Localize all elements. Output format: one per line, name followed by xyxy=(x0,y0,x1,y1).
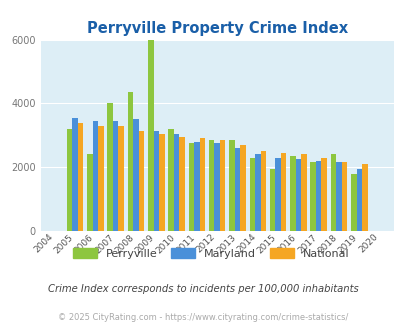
Bar xyxy=(139,130,144,231)
Bar xyxy=(209,140,214,231)
Bar xyxy=(118,126,124,231)
Bar xyxy=(67,129,72,231)
Legend: Perryville, Maryland, National: Perryville, Maryland, National xyxy=(68,243,353,263)
Bar xyxy=(350,174,356,231)
Bar xyxy=(78,122,83,231)
Bar xyxy=(173,134,179,231)
Bar xyxy=(188,143,194,231)
Bar xyxy=(214,143,220,231)
Bar xyxy=(153,130,159,231)
Bar xyxy=(229,140,234,231)
Bar xyxy=(92,121,98,231)
Bar xyxy=(361,164,367,231)
Bar xyxy=(72,118,78,231)
Bar xyxy=(321,158,326,231)
Bar xyxy=(249,158,254,231)
Bar xyxy=(234,148,240,231)
Bar xyxy=(98,126,103,231)
Bar xyxy=(280,153,286,231)
Bar xyxy=(356,169,361,231)
Bar xyxy=(315,161,321,231)
Bar xyxy=(194,142,199,231)
Bar xyxy=(159,134,164,231)
Bar xyxy=(260,150,265,231)
Bar xyxy=(220,140,225,231)
Bar xyxy=(301,154,306,231)
Bar xyxy=(310,162,315,231)
Bar xyxy=(87,154,92,231)
Bar xyxy=(330,154,335,231)
Bar xyxy=(107,103,113,231)
Bar xyxy=(179,137,184,231)
Bar xyxy=(148,40,153,231)
Bar xyxy=(240,145,245,231)
Bar xyxy=(128,92,133,231)
Bar xyxy=(275,158,280,231)
Bar xyxy=(335,162,341,231)
Bar xyxy=(168,129,173,231)
Bar xyxy=(295,159,301,231)
Bar xyxy=(199,139,205,231)
Bar xyxy=(254,154,260,231)
Bar xyxy=(269,169,275,231)
Bar xyxy=(113,121,118,231)
Title: Perryville Property Crime Index: Perryville Property Crime Index xyxy=(86,21,347,36)
Bar xyxy=(290,156,295,231)
Text: Crime Index corresponds to incidents per 100,000 inhabitants: Crime Index corresponds to incidents per… xyxy=(47,284,358,294)
Bar xyxy=(133,119,139,231)
Text: © 2025 CityRating.com - https://www.cityrating.com/crime-statistics/: © 2025 CityRating.com - https://www.city… xyxy=(58,313,347,322)
Bar xyxy=(341,162,346,231)
